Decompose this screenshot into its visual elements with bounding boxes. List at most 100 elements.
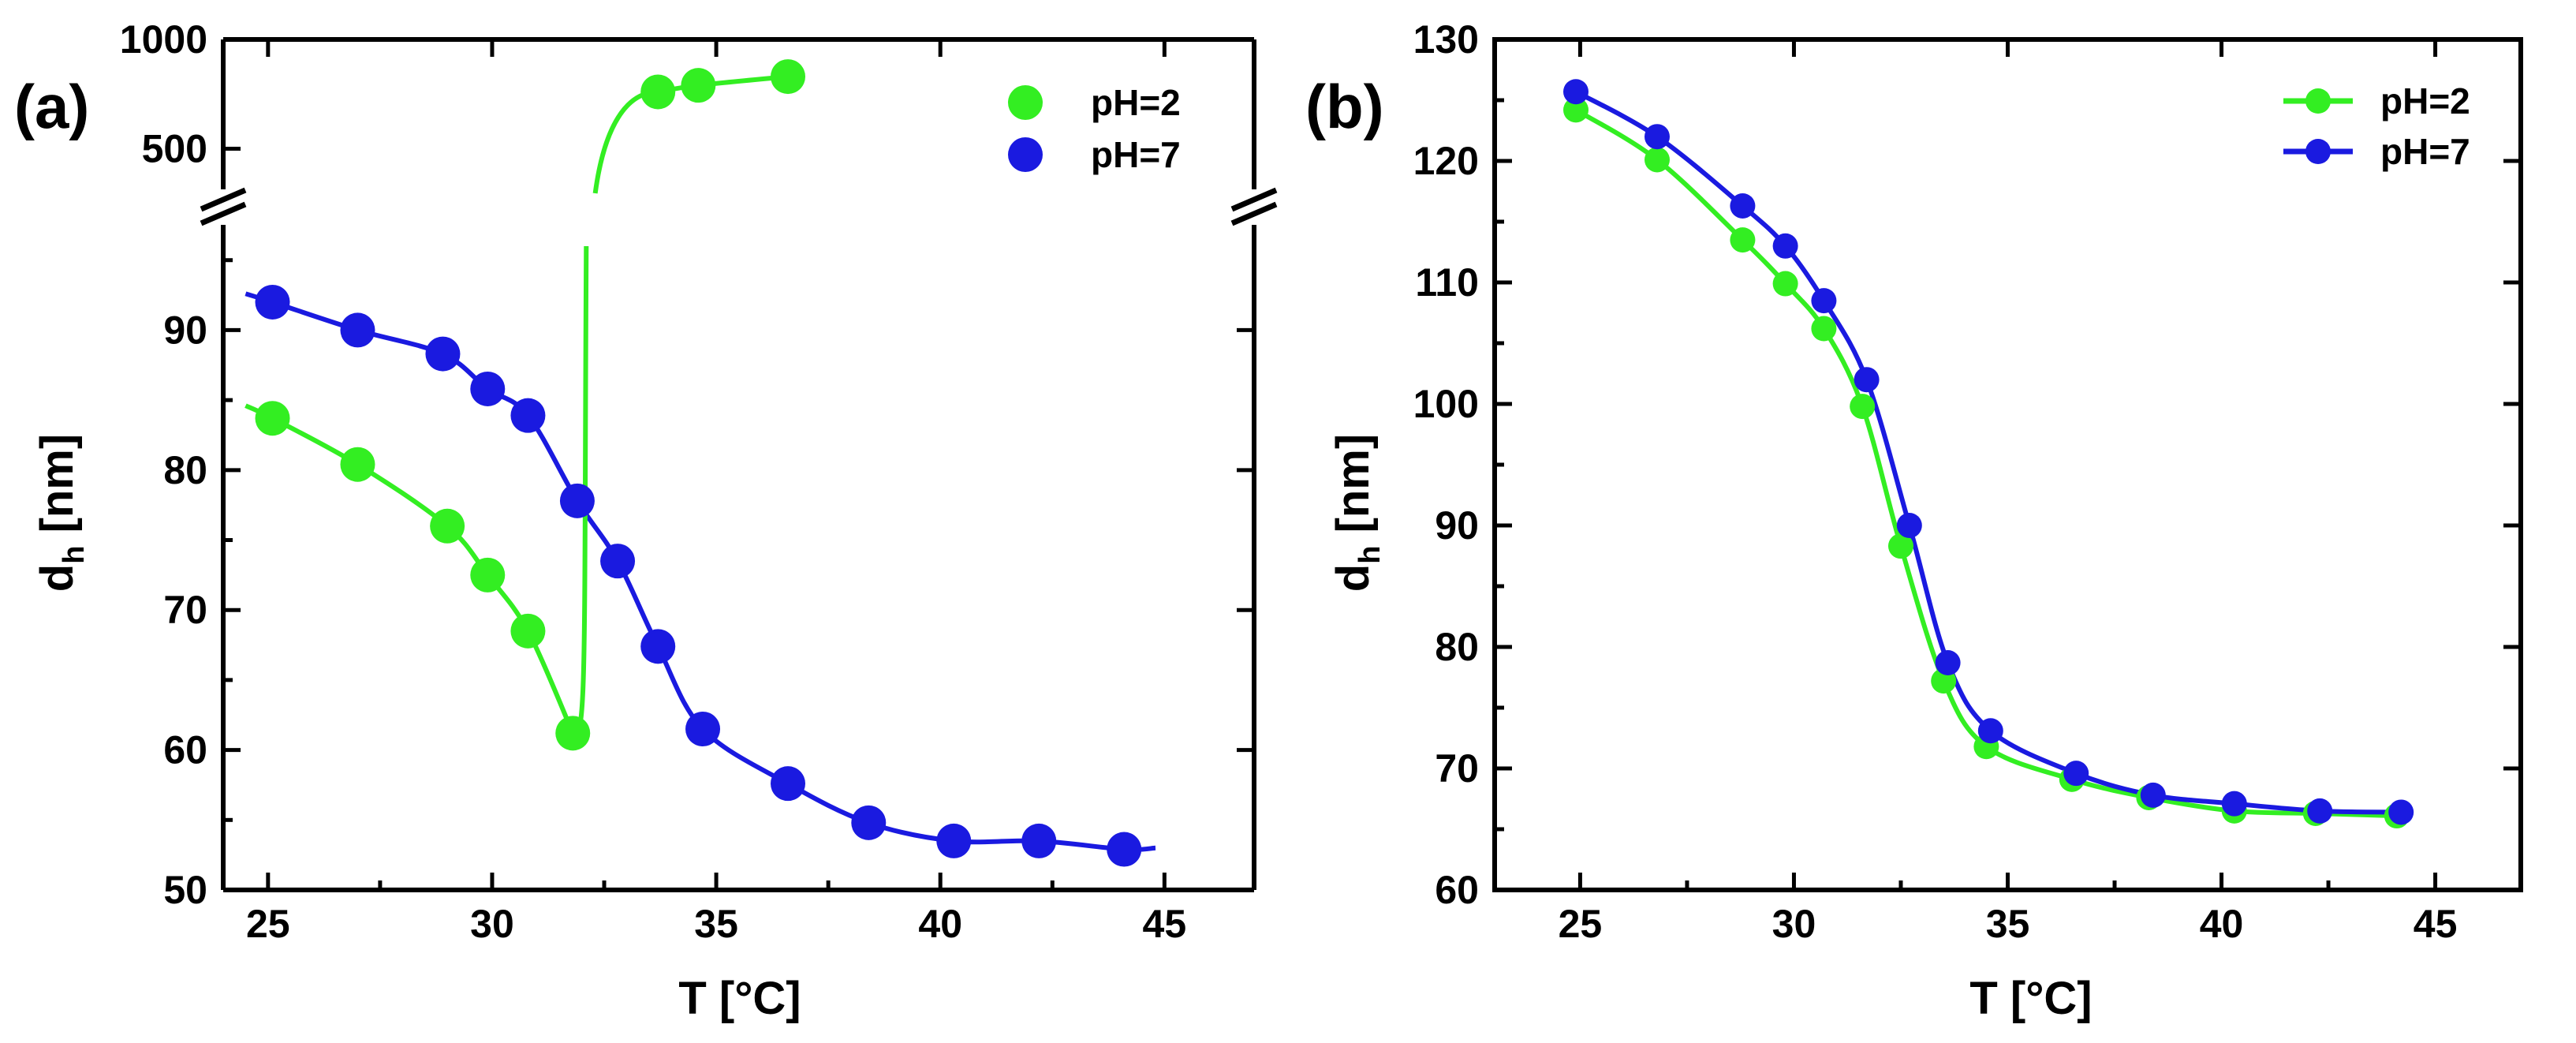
legend-label-ph2-b: pH=2 [2380, 80, 2470, 121]
b-xtick-label: 25 [1559, 902, 1603, 946]
a-point-ph7 [936, 823, 972, 858]
legend-marker-ph2-b [2305, 88, 2331, 114]
legend-marker-ph2 [1008, 85, 1043, 120]
b-point-ph7 [1977, 718, 2003, 744]
panel-a-legend: pH=2 pH=7 [1008, 82, 1181, 175]
b-point-ph2 [1811, 316, 1837, 342]
b-point-ph7 [1935, 650, 1961, 676]
a-point-ph7 [1107, 832, 1142, 867]
a-point-ph2 [430, 508, 465, 544]
panel-b-ylabel: dh [nm] [1327, 434, 1387, 592]
panel-a-frame [200, 37, 1278, 892]
b-xtick-label: 35 [1986, 902, 2030, 946]
a-point-ph2 [640, 74, 676, 110]
panel-a-ylabel-sub: h [58, 546, 91, 564]
b-point-ph7 [1772, 233, 1798, 259]
a-ytick-label: 90 [163, 308, 207, 352]
b-xtick-label: 30 [1772, 902, 1816, 946]
a-ytick-label: 70 [163, 588, 207, 632]
b-ytick-label: 130 [1413, 17, 1479, 62]
b-point-ph7 [1896, 513, 1922, 538]
a-point-ph7 [470, 371, 506, 406]
a-point-ph2 [555, 716, 591, 751]
b-point-ph2 [1887, 533, 1913, 559]
a-xtick-label: 45 [1143, 902, 1187, 946]
panel-a: (a) 25 30 35 40 45 50 60 70 80 90 500 1000 T [°C] d… [14, 17, 1278, 1024]
b-point-ph2 [1730, 227, 1756, 253]
a-xtick-label: 25 [246, 902, 290, 946]
a-point-ph2 [771, 59, 806, 95]
a-xtick-label: 40 [918, 902, 962, 946]
b-point-ph2 [1772, 271, 1798, 297]
b-xtick-label: 45 [2414, 902, 2458, 946]
a-xtick-label: 30 [470, 902, 514, 946]
a-point-ph2 [470, 557, 506, 593]
panel-a-label: (a) [14, 72, 89, 141]
a-point-ph7 [510, 398, 546, 433]
b-ytick-label: 100 [1413, 382, 1479, 426]
b-ytick-label: 110 [1415, 260, 1479, 305]
a-point-ph7 [425, 336, 461, 372]
panel-a-ticks: 25 30 35 40 45 50 60 70 80 90 500 1000 [120, 17, 1254, 946]
b-point-ph7 [2063, 761, 2089, 787]
b-point-ph7 [1854, 367, 1880, 393]
a-point-ph7 [771, 766, 806, 802]
b-point-ph7 [1811, 288, 1837, 314]
legend-label-ph7-b: pH=7 [2380, 131, 2470, 172]
b-ytick-label: 80 [1435, 625, 1479, 669]
panel-b-points [1562, 79, 2414, 829]
a-point-ph7 [600, 544, 636, 579]
panel-b-xlabel: T [°C] [1969, 973, 2092, 1024]
b-ytick-label: 70 [1435, 746, 1479, 791]
legend-label-ph2: pH=2 [1091, 82, 1181, 123]
panel-b-curves [1574, 89, 2402, 819]
a-break-mark-left-1 [200, 187, 247, 212]
b-curve-ph2 [1574, 107, 2397, 819]
a-curve-ph2-upper-rise [592, 89, 659, 194]
panel-b-legend: pH=2 pH=7 [2283, 80, 2470, 172]
a-curve-ph2-lower [245, 403, 575, 735]
b-point-ph7 [1644, 124, 1670, 150]
a-ytick-label: 50 [163, 868, 207, 912]
panel-b-ylabel-main: d [1327, 564, 1379, 592]
panel-a-ylabel: dh [nm] [32, 434, 91, 592]
a-ytick-label: 80 [163, 448, 207, 492]
panel-b-label: (b) [1305, 72, 1384, 141]
a-point-ph7 [1021, 823, 1057, 858]
a-ytick-upper-label: 500 [142, 126, 207, 170]
a-point-ph7 [340, 312, 375, 348]
a-break-mark-right-1 [1230, 187, 1278, 212]
b-point-ph7 [1730, 193, 1756, 219]
a-ytick-label: 60 [163, 728, 207, 772]
b-point-ph2 [1850, 394, 1876, 420]
panel-a-xlabel: T [°C] [678, 973, 801, 1024]
legend-marker-ph7-b [2305, 139, 2331, 164]
legend-label-ph7: pH=7 [1091, 134, 1181, 175]
a-point-ph2 [510, 613, 546, 649]
b-point-ph7 [2388, 799, 2414, 825]
panel-a-ylabel-unit: [nm] [32, 434, 83, 546]
b-point-ph2 [1644, 147, 1670, 173]
a-point-ph2 [340, 447, 375, 482]
b-ytick-label: 60 [1435, 868, 1479, 912]
a-curve-ph2-plateau [657, 74, 789, 95]
a-curve-ph7 [245, 291, 1156, 852]
b-point-ph7 [1562, 79, 1589, 105]
panel-b-ylabel-sub: h [1353, 546, 1387, 564]
a-break-mark-right-2 [1230, 201, 1278, 226]
panel-b-ticks: 25 30 35 40 45 60 70 80 90 100 110 120 130 [1413, 17, 2521, 946]
b-point-ph7 [2221, 791, 2247, 817]
b-point-ph7 [2140, 782, 2166, 808]
panel-b: (b) 25 30 35 40 45 60 70 80 90 100 110 120 130 T [°C… [1305, 17, 2523, 1024]
a-point-ph7 [559, 483, 595, 518]
b-ytick-label: 120 [1413, 139, 1479, 183]
panel-a-ylabel-main: d [32, 564, 83, 592]
b-point-ph7 [2307, 798, 2333, 824]
a-point-ph2 [255, 401, 290, 436]
a-break-mark-left-2 [200, 201, 247, 226]
b-point-ph2 [1562, 97, 1589, 123]
legend-marker-ph7 [1008, 137, 1043, 172]
a-xtick-label: 35 [694, 902, 738, 946]
panel-b-ylabel-unit: [nm] [1327, 434, 1379, 546]
a-point-ph2 [681, 68, 716, 103]
